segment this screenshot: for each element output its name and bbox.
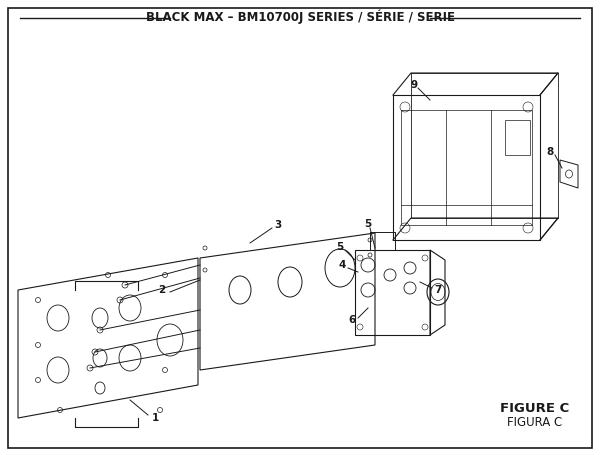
Text: 5: 5 [364, 219, 371, 229]
Text: 2: 2 [158, 285, 166, 295]
Text: FIGURA C: FIGURA C [508, 415, 563, 429]
Text: BLACK MAX – BM10700J SERIES / SÉRIE / SERIE: BLACK MAX – BM10700J SERIES / SÉRIE / SE… [146, 10, 455, 24]
Text: 5: 5 [337, 242, 344, 252]
Text: 6: 6 [349, 315, 356, 325]
Text: 7: 7 [434, 285, 442, 295]
Text: 3: 3 [274, 220, 281, 230]
Text: FIGURE C: FIGURE C [500, 401, 569, 415]
Text: 8: 8 [547, 147, 554, 157]
Text: 9: 9 [410, 80, 418, 90]
Text: 4: 4 [338, 260, 346, 270]
Bar [505, 120, 530, 155]
Text: 1: 1 [151, 413, 158, 423]
